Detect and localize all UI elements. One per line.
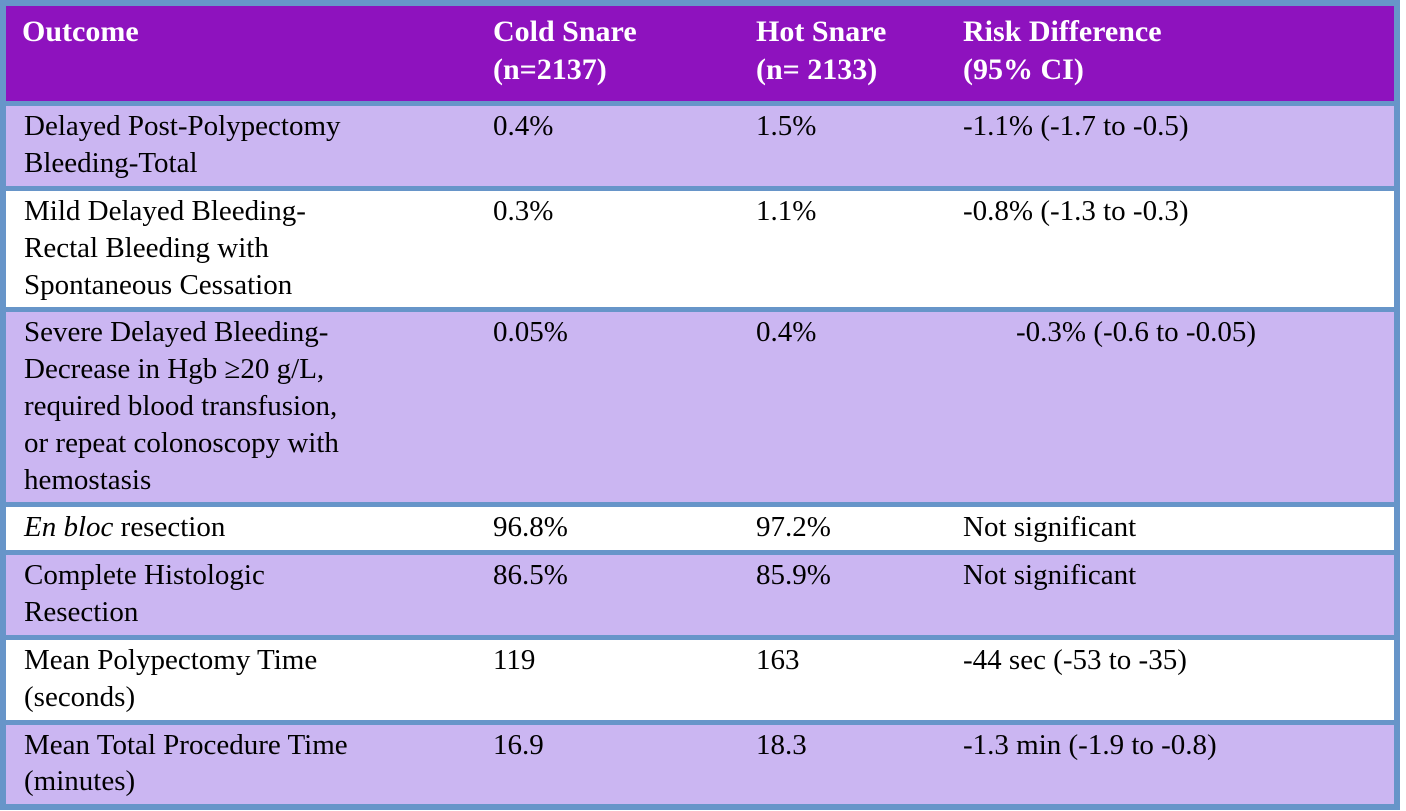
cold-snare-cell: 0.3% — [493, 194, 554, 227]
table-body: Delayed Post-Polypectomy Bleeding-Total … — [3, 103, 1397, 808]
column-header-outcome: Outcome — [3, 3, 477, 107]
cold-snare-cell: 0.05% — [493, 316, 568, 349]
risk-difference-cell: Not significant — [963, 511, 1137, 544]
hot-snare-cell: 163 — [756, 643, 800, 676]
hot-snare-cell: 0.4% — [756, 316, 817, 349]
risk-difference-cell: Not significant — [963, 559, 1137, 592]
outcome-italic-text: En bloc — [24, 511, 114, 544]
table-row: Delayed Post-Polypectomy Bleeding-Total … — [3, 103, 1397, 189]
outcome-cell: Mean Total Procedure Time (minutes) — [24, 728, 348, 798]
risk-difference-cell: -1.1% (-1.7 to -0.5) — [963, 110, 1189, 143]
header-row: Outcome Cold Snare (n=2137) Hot Snare (n… — [3, 3, 1397, 107]
outcome-cell: Severe Delayed Bleeding- Decrease in Hgb… — [24, 316, 339, 496]
hot-snare-cell: 97.2% — [756, 511, 831, 544]
hot-snare-cell: 18.3 — [756, 728, 807, 761]
table-row: Mild Delayed Bleeding- Rectal Bleeding w… — [3, 188, 1397, 310]
hot-snare-cell: 1.5% — [756, 110, 817, 143]
cold-snare-cell: 16.9 — [493, 728, 544, 761]
hot-snare-cell: 85.9% — [756, 559, 831, 592]
column-header-hot-snare: Hot Snare (n= 2133) — [740, 3, 947, 107]
outcome-cell: Mild Delayed Bleeding- Rectal Bleeding w… — [24, 194, 306, 301]
risk-difference-cell: -0.3% (-0.6 to -0.05) — [1016, 316, 1257, 349]
cold-snare-cell: 96.8% — [493, 511, 568, 544]
table-row: En bloc resection 96.8% 97.2% Not signif… — [3, 504, 1397, 553]
cold-snare-cell: 86.5% — [493, 559, 568, 592]
table-row: Severe Delayed Bleeding- Decrease in Hgb… — [3, 309, 1397, 505]
outcome-cell: Delayed Post-Polypectomy Bleeding-Total — [24, 110, 341, 180]
risk-difference-cell: -44 sec (-53 to -35) — [963, 643, 1187, 676]
risk-difference-cell: -0.8% (-1.3 to -0.3) — [963, 194, 1189, 227]
column-header-risk-difference: Risk Difference (95% CI) — [947, 3, 1397, 107]
table-row: Complete Histologic Resection 86.5% 85.9… — [3, 552, 1397, 638]
hot-snare-cell: 1.1% — [756, 194, 817, 227]
outcome-text: resection — [120, 511, 226, 544]
outcome-cell: Complete Histologic Resection — [24, 559, 265, 629]
table-row: Mean Total Procedure Time (minutes) 16.9… — [3, 722, 1397, 808]
table-header: Outcome Cold Snare (n=2137) Hot Snare (n… — [3, 3, 1397, 107]
column-header-cold-snare: Cold Snare (n=2137) — [477, 3, 740, 107]
risk-difference-cell: -1.3 min (-1.9 to -0.8) — [963, 728, 1217, 761]
outcome-cell: Mean Polypectomy Time (seconds) — [24, 643, 318, 713]
cold-snare-cell: 119 — [493, 643, 536, 676]
outcome-cell: En bloc resection — [3, 505, 477, 553]
table-row: Mean Polypectomy Time (seconds) 119 163 … — [3, 637, 1397, 723]
cold-snare-cell: 0.4% — [493, 110, 554, 143]
